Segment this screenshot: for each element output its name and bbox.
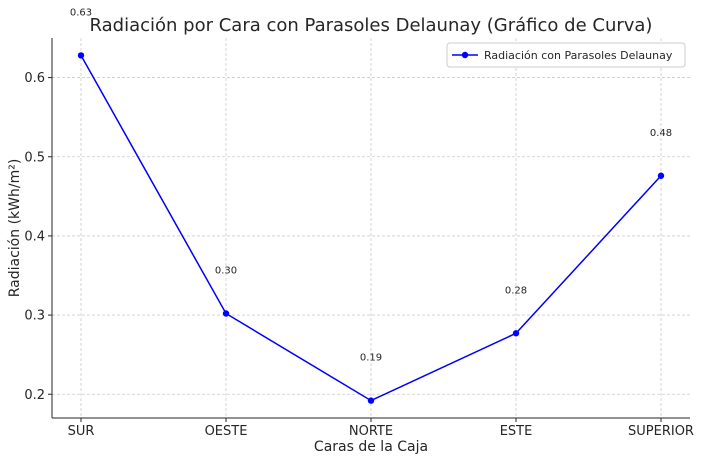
- data-label: 0.28: [505, 285, 527, 296]
- data-point: [77, 52, 85, 59]
- x-tick-label: ESTE: [500, 424, 533, 439]
- y-tick-label: 0.6: [24, 71, 45, 86]
- data-label: 0.19: [360, 353, 382, 364]
- grid-lines: [52, 38, 690, 418]
- y-tick-label: 0.4: [24, 229, 45, 244]
- y-axis-label: Radiación (kWh/m²): [7, 159, 23, 298]
- data-point: [512, 330, 520, 337]
- series-group: [77, 52, 665, 404]
- data-label: 0.30: [215, 266, 237, 277]
- data-label: 0.48: [650, 128, 672, 139]
- x-ticks: SUR OESTE NORTE ESTE SUPERIOR: [68, 418, 694, 439]
- x-axis-label: Caras de la Caja: [314, 439, 428, 455]
- y-ticks: 0.2 0.3 0.4 0.5 0.6: [24, 71, 52, 403]
- data-label: 0.63: [70, 7, 92, 18]
- legend-entry: Radiación con Parasoles Delaunay: [484, 49, 673, 62]
- x-tick-label: OESTE: [205, 424, 248, 439]
- data-point: [367, 397, 375, 404]
- y-tick-label: 0.2: [24, 388, 45, 403]
- legend-box: [446, 42, 686, 68]
- legend-point-marker: [461, 51, 469, 59]
- data-labels: 0.63 0.30 0.19 0.28 0.48: [70, 7, 672, 363]
- x-tick-label: SUPERIOR: [628, 424, 694, 439]
- y-tick-label: 0.3: [24, 309, 45, 324]
- legend: Radiación con Parasoles Delaunay: [446, 42, 686, 68]
- x-tick-label: SUR: [68, 424, 95, 439]
- chart-title: Radiación por Cara con Parasoles Delauna…: [90, 15, 653, 36]
- data-point: [657, 172, 665, 179]
- data-point: [222, 310, 230, 317]
- x-tick-label: NORTE: [349, 424, 393, 439]
- y-tick-label: 0.5: [24, 150, 45, 165]
